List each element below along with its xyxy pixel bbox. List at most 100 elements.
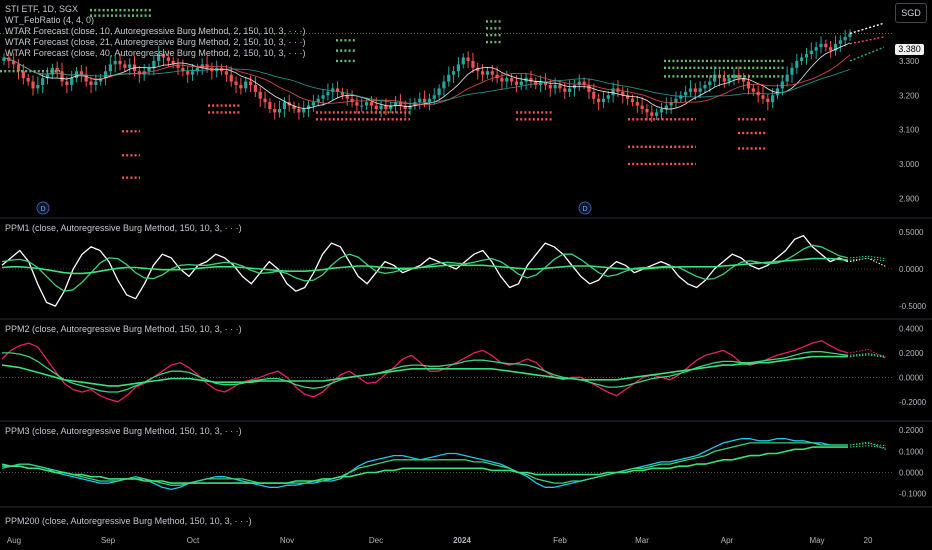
y-tick-label: 0.0000 xyxy=(899,469,924,478)
candle-body xyxy=(253,84,257,92)
event-marker-icon: D xyxy=(578,201,592,215)
candle-body xyxy=(553,84,557,89)
candle-body xyxy=(635,102,639,106)
candle-body xyxy=(108,64,112,72)
indicator-label[interactable]: WT_FebRatio (4, 4, 0) xyxy=(5,15,95,25)
candle-body xyxy=(500,78,504,82)
candle-body xyxy=(282,102,286,109)
candle-body xyxy=(519,81,523,85)
candle-body xyxy=(369,102,374,106)
candle-body xyxy=(766,98,770,103)
candle-body xyxy=(393,102,398,106)
candle-body xyxy=(355,102,359,106)
candle-body xyxy=(809,50,813,55)
forecast-line xyxy=(849,36,885,45)
oscillator-forecast xyxy=(849,255,887,260)
candle-body xyxy=(713,74,717,82)
candle-body xyxy=(268,102,272,109)
candle-body xyxy=(166,57,170,61)
y-tick-label: 0.0000 xyxy=(899,373,924,382)
y-tick-label: 0.5000 xyxy=(899,228,924,237)
oscillator-line xyxy=(1,234,849,307)
candle-body xyxy=(456,64,461,72)
candle-body xyxy=(480,71,485,75)
x-tick-label: Apr xyxy=(721,536,734,545)
candle-body xyxy=(514,81,519,85)
candle-body xyxy=(239,84,243,89)
candle-body xyxy=(389,105,393,109)
ppm1-legend[interactable]: PPM1 (close, Autoregressive Burg Method,… xyxy=(5,223,242,233)
oscillator-forecast xyxy=(849,257,887,268)
candle-body xyxy=(722,78,726,82)
candle-body xyxy=(335,88,340,92)
currency-button[interactable]: SGD xyxy=(895,3,927,23)
y-tick-label: 0.1000 xyxy=(899,447,924,456)
candle-body xyxy=(360,105,364,107)
indicator-label[interactable]: WTAR Forecast (close, 21, Autoregressive… xyxy=(5,37,306,47)
candle-body xyxy=(384,105,388,109)
x-tick-label: Mar xyxy=(635,536,649,545)
candle-body xyxy=(510,78,514,82)
candle-body xyxy=(79,71,83,75)
candle-body xyxy=(640,105,644,109)
x-tick-label: Oct xyxy=(187,536,200,545)
candle-body xyxy=(790,67,794,75)
candle-body xyxy=(621,91,625,96)
candle-body xyxy=(698,88,702,92)
candle-body xyxy=(2,57,6,61)
candle-body xyxy=(780,81,784,89)
candle-body xyxy=(592,91,596,99)
candle-body xyxy=(611,88,615,96)
candle-body xyxy=(597,98,601,103)
candle-body xyxy=(732,74,736,79)
ppm2-legend[interactable]: PPM2 (close, Autoregressive Burg Method,… xyxy=(5,324,242,334)
candle-body xyxy=(485,71,490,75)
forecast-line xyxy=(849,22,885,35)
candle-body xyxy=(543,81,548,85)
candle-body xyxy=(558,84,562,89)
symbol-title[interactable]: STI ETF, 1D, SGX xyxy=(5,4,79,14)
candle-body xyxy=(321,95,325,99)
x-tick-label: Aug xyxy=(7,536,21,545)
candle-body xyxy=(568,88,572,92)
candle-body xyxy=(761,95,765,99)
candle-body xyxy=(785,74,789,82)
candle-body xyxy=(60,71,64,82)
candle-body xyxy=(408,105,412,109)
candle-body xyxy=(128,64,132,68)
event-marker-label: D xyxy=(582,206,587,213)
oscillator-line xyxy=(2,351,849,393)
candle-body xyxy=(442,81,446,89)
candle-body xyxy=(838,40,842,44)
y-tick-label: -0.1000 xyxy=(899,490,927,499)
oscillator-forecast xyxy=(849,445,887,449)
candle-body xyxy=(234,81,238,85)
candle-body xyxy=(277,109,282,113)
oscillator-line xyxy=(1,257,849,275)
ppm200-legend[interactable]: PPM200 (close, Autoregressive Burg Metho… xyxy=(5,516,252,526)
candle-body xyxy=(229,74,233,82)
candle-body xyxy=(316,98,320,103)
y-tick-label: 3.000 xyxy=(899,160,920,169)
candle-body xyxy=(345,95,349,99)
ppm3-legend[interactable]: PPM3 (close, Autoregressive Burg Method,… xyxy=(5,426,242,436)
indicator-label[interactable]: WTAR Forecast (close, 10, Autoregressive… xyxy=(5,26,306,36)
y-tick-label: 0.0000 xyxy=(899,265,924,274)
candle-body xyxy=(16,64,21,72)
candle-body xyxy=(103,71,108,79)
candle-body xyxy=(89,81,93,85)
candle-body xyxy=(36,84,40,89)
candle-body xyxy=(21,71,25,79)
candle-body xyxy=(273,109,277,113)
candle-body xyxy=(587,84,591,92)
candle-body xyxy=(437,88,441,96)
candle-body xyxy=(601,98,606,103)
candle-body xyxy=(186,71,190,75)
oscillator-line xyxy=(2,442,848,486)
indicator-label[interactable]: WTAR Forecast (close, 40, Autoregressive… xyxy=(5,48,306,58)
candle-body xyxy=(152,60,156,68)
candle-body xyxy=(693,88,697,92)
candle-body xyxy=(326,91,330,96)
candle-body xyxy=(461,57,465,65)
